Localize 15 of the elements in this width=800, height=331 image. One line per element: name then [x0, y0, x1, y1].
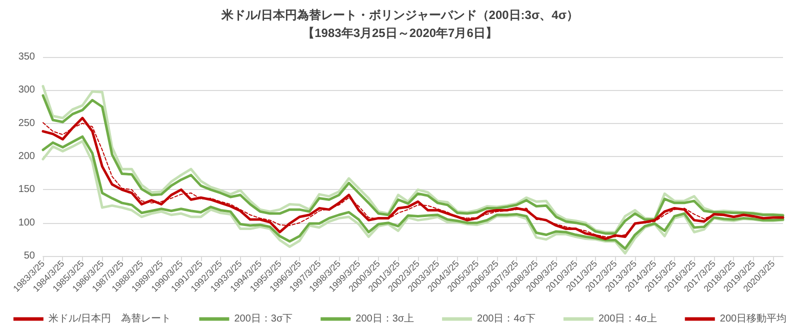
chart-title: 米ドル/日本円為替レート・ボリンジャーバンド（200日:3σ、4σ） — [220, 8, 579, 22]
legend-label: 米ドル/日本円 為替レート — [48, 312, 172, 324]
legend-label: 200日：3σ下 — [234, 314, 293, 324]
legend-label: 200日：3σ上 — [356, 312, 414, 324]
y-tick-label: 100 — [18, 217, 36, 228]
y-tick-label: 300 — [18, 84, 36, 96]
legend-label: 200日：4σ下 — [477, 314, 536, 324]
y-tick-label: 200 — [18, 151, 36, 162]
y-tick-label: 350 — [18, 52, 36, 62]
legend-label: 200日移動平均 — [720, 312, 787, 324]
y-tick-label: 50 — [24, 250, 36, 262]
y-tick-label: 250 — [18, 118, 36, 129]
legend-label: 200日：4σ上 — [598, 312, 657, 324]
chart-subtitle: 【1983年3月25日～2020年7月6日】 — [302, 26, 498, 40]
y-tick-label: 150 — [18, 184, 36, 196]
